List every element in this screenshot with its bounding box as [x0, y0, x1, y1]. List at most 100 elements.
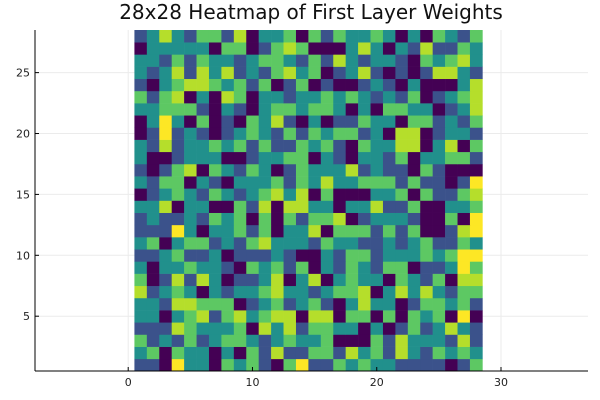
heatmap-cell: [432, 127, 446, 140]
heatmap-cell: [445, 273, 458, 287]
heatmap-cell: [258, 42, 272, 55]
heatmap-cell: [233, 176, 247, 189]
heatmap-cell: [420, 334, 433, 347]
heatmap-cell: [469, 90, 483, 104]
heatmap-cell: [333, 30, 346, 43]
heatmap-cell: [295, 54, 309, 67]
heatmap-cell: [320, 90, 334, 104]
heatmap-cell: [208, 249, 222, 262]
heatmap-cell: [171, 30, 185, 43]
heatmap-cell: [469, 176, 483, 189]
heatmap-cell: [333, 90, 346, 104]
heatmap-cell: [271, 200, 284, 213]
heatmap-cell: [208, 54, 222, 67]
heatmap-cell: [407, 163, 421, 177]
heatmap-cell: [184, 78, 197, 92]
heatmap-cell: [271, 346, 284, 360]
heatmap-cell: [246, 224, 259, 238]
heatmap-cell: [196, 322, 210, 335]
heatmap-cell: [246, 322, 259, 335]
heatmap-cell: [233, 139, 247, 153]
heatmap-cell: [358, 322, 371, 335]
heatmap-cell: [320, 297, 334, 311]
heatmap-cell: [308, 42, 322, 55]
heatmap-cell: [370, 200, 384, 213]
heatmap-cell: [221, 200, 235, 213]
heatmap-cell: [221, 224, 235, 238]
heatmap-cell: [395, 297, 409, 311]
heatmap-cell: [469, 139, 483, 153]
heatmap-cell: [159, 285, 172, 299]
heatmap-cell: [171, 188, 185, 201]
heatmap-cell: [445, 54, 458, 67]
heatmap-cell: [308, 310, 322, 323]
heatmap-cell: [196, 163, 210, 177]
heatmap-cell: [295, 151, 309, 165]
heatmap-cell: [295, 212, 309, 226]
heatmap-cell: [420, 212, 433, 226]
x-tick-label: 0: [125, 376, 132, 389]
heatmap-cell: [457, 261, 471, 274]
heatmap-cell: [345, 103, 359, 116]
heatmap-cell: [134, 334, 148, 347]
heatmap-cell: [233, 163, 247, 177]
heatmap-cell: [469, 224, 483, 238]
y-axis-ticks: 5 10 15 20 25: [16, 67, 39, 323]
heatmap-cell: [469, 322, 483, 335]
heatmap-cell: [345, 42, 359, 55]
heatmap-cell: [258, 224, 272, 238]
heatmap-cell: [432, 176, 446, 189]
heatmap-cell: [233, 322, 247, 335]
heatmap-cell: [395, 273, 409, 287]
heatmap-cell: [445, 297, 458, 311]
heatmap-cell: [146, 322, 160, 335]
heatmap-cell: [134, 261, 148, 274]
heatmap-cell: [271, 66, 284, 80]
heatmap-cell: [283, 322, 297, 335]
heatmap-cell: [271, 285, 284, 299]
heatmap-cell: [258, 249, 272, 262]
heatmap-cell: [395, 103, 409, 116]
heatmap-cell: [258, 322, 272, 335]
heatmap-cell: [159, 310, 172, 323]
heatmap-cell: [345, 285, 359, 299]
heatmap-cell: [420, 285, 433, 299]
heatmap-cell: [395, 310, 409, 323]
heatmap-cell: [395, 151, 409, 165]
heatmap-cell: [345, 358, 359, 372]
heatmap-cell: [233, 358, 247, 372]
heatmap-cell: [333, 237, 346, 250]
heatmap-cell: [445, 42, 458, 55]
heatmap-cell: [370, 346, 384, 360]
heatmap-cell: [159, 176, 172, 189]
heatmap-cell: [146, 30, 160, 43]
heatmap-cell: [146, 346, 160, 360]
heatmap-cell: [308, 237, 322, 250]
heatmap-cell: [171, 139, 185, 153]
heatmap-cell: [308, 54, 322, 67]
heatmap-cell: [258, 200, 272, 213]
heatmap-cell: [283, 237, 297, 250]
heatmap-cell: [432, 163, 446, 177]
heatmap-cell: [370, 151, 384, 165]
heatmap-cell: [258, 54, 272, 67]
heatmap-cell: [208, 42, 222, 55]
heatmap-cell: [283, 188, 297, 201]
heatmap-cell: [370, 90, 384, 104]
heatmap-cell: [395, 163, 409, 177]
y-tick-label: 5: [23, 310, 30, 323]
heatmap-cell: [221, 42, 235, 55]
heatmap-cell: [407, 261, 421, 274]
heatmap-cell: [146, 90, 160, 104]
heatmap-cell: [146, 115, 160, 128]
heatmap-cell: [320, 66, 334, 80]
heatmap-cell: [407, 358, 421, 372]
heatmap-cell: [420, 163, 433, 177]
heatmap-cell: [233, 261, 247, 274]
heatmap-cell: [295, 237, 309, 250]
heatmap-cell: [295, 163, 309, 177]
heatmap-cell: [159, 30, 172, 43]
heatmap-cell: [420, 151, 433, 165]
heatmap-cell: [432, 42, 446, 55]
heatmap-cell: [407, 188, 421, 201]
